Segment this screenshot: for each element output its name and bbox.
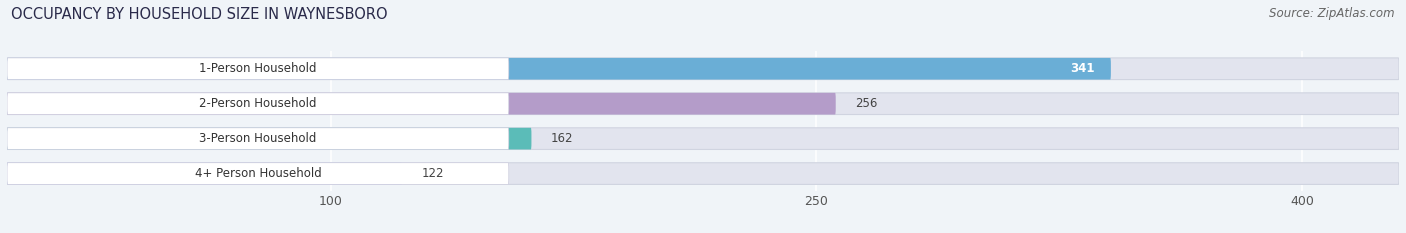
Text: 3-Person Household: 3-Person Household (200, 132, 316, 145)
Text: Source: ZipAtlas.com: Source: ZipAtlas.com (1270, 7, 1395, 20)
Text: OCCUPANCY BY HOUSEHOLD SIZE IN WAYNESBORO: OCCUPANCY BY HOUSEHOLD SIZE IN WAYNESBOR… (11, 7, 388, 22)
Text: 256: 256 (855, 97, 877, 110)
FancyBboxPatch shape (7, 128, 1399, 150)
FancyBboxPatch shape (7, 93, 1399, 115)
FancyBboxPatch shape (7, 163, 1399, 185)
Text: 341: 341 (1070, 62, 1095, 75)
Text: 4+ Person Household: 4+ Person Household (194, 167, 322, 180)
FancyBboxPatch shape (7, 58, 1111, 80)
FancyBboxPatch shape (7, 128, 531, 150)
Text: 162: 162 (551, 132, 574, 145)
FancyBboxPatch shape (7, 163, 509, 185)
Text: 122: 122 (422, 167, 444, 180)
FancyBboxPatch shape (7, 93, 835, 115)
Text: 2-Person Household: 2-Person Household (200, 97, 316, 110)
FancyBboxPatch shape (7, 58, 509, 80)
FancyBboxPatch shape (7, 58, 1399, 80)
FancyBboxPatch shape (7, 93, 509, 115)
Text: 1-Person Household: 1-Person Household (200, 62, 316, 75)
FancyBboxPatch shape (7, 163, 402, 185)
FancyBboxPatch shape (7, 128, 509, 150)
